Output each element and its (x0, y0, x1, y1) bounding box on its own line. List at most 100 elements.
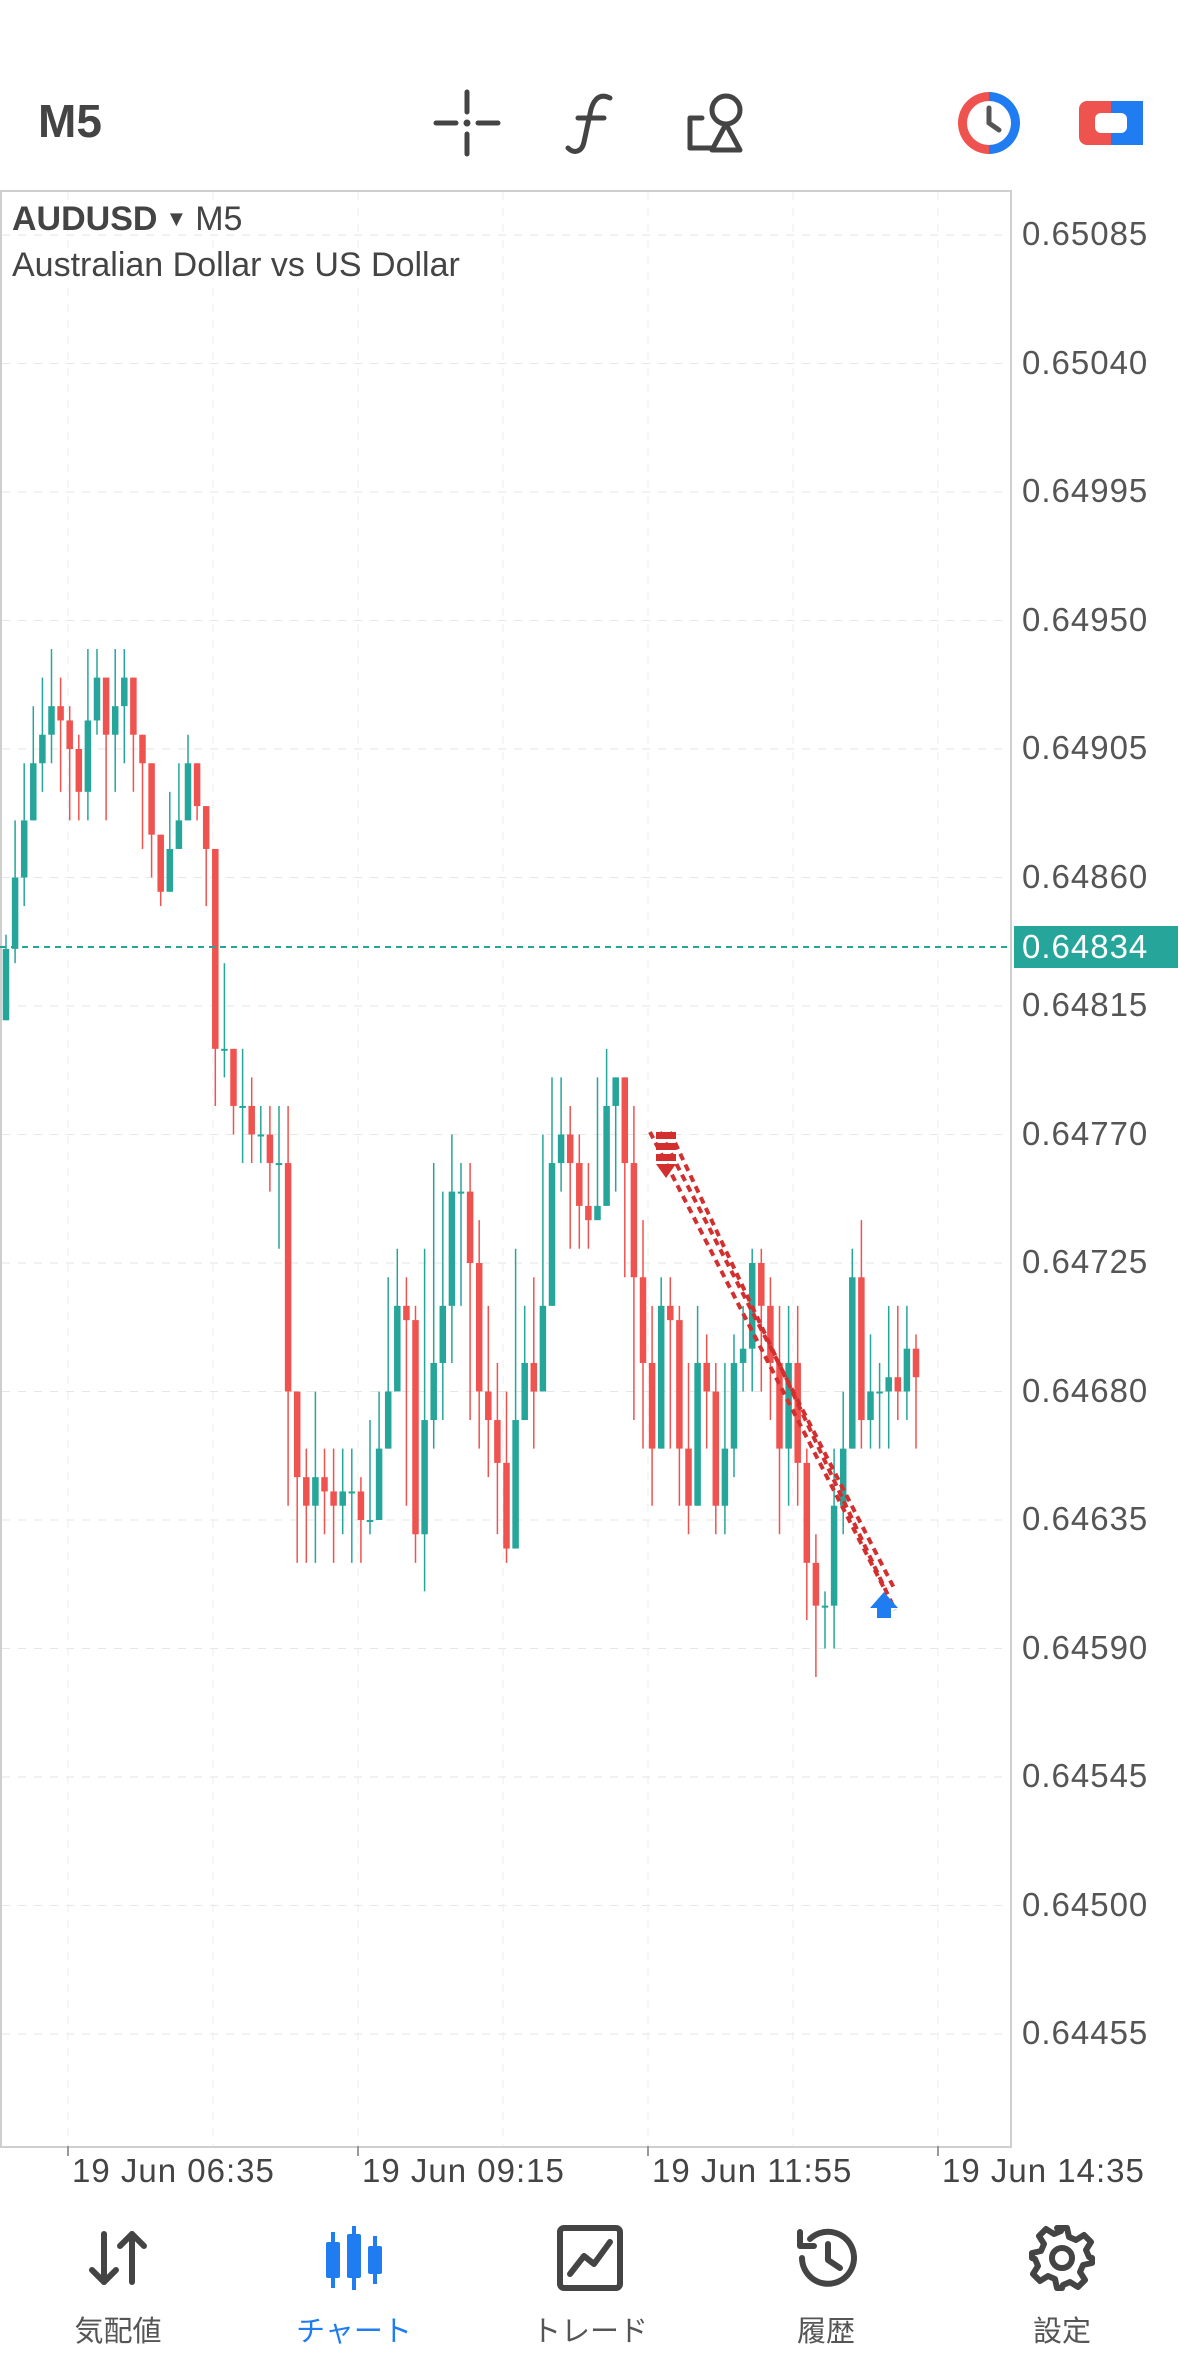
candle (111, 649, 119, 792)
candle (712, 1362, 720, 1535)
trade-icon[interactable] (1078, 88, 1144, 158)
time-label: 19 Jun 14:35 (942, 2152, 1145, 2189)
candle (721, 1362, 729, 1535)
candle (803, 1448, 811, 1620)
candle (266, 1105, 274, 1192)
candle (466, 1163, 474, 1421)
crosshair-icon[interactable] (432, 88, 502, 158)
candle (284, 1105, 292, 1506)
price-label: 0.64680 (1022, 1371, 1149, 1409)
candle (348, 1448, 356, 1563)
timeframe-button[interactable]: M5 (38, 95, 102, 147)
candle (812, 1534, 820, 1678)
candle (421, 1248, 428, 1592)
candle (485, 1305, 492, 1478)
nav-settings[interactable]: 設定 (962, 2200, 1162, 2378)
price-label: 0.64770 (1022, 1114, 1149, 1152)
candle (676, 1305, 683, 1506)
candle (685, 1362, 692, 1535)
candle (657, 1277, 665, 1449)
price-label: 0.64545 (1022, 1757, 1149, 1794)
price-label: 0.64950 (1022, 600, 1149, 638)
candle (694, 1305, 701, 1506)
price-label: 0.64590 (1022, 1628, 1149, 1666)
candle (612, 1077, 619, 1192)
candle (75, 734, 83, 821)
price-label: 0.64455 (1022, 2014, 1149, 2051)
candle (84, 649, 92, 821)
candle (257, 1105, 265, 1164)
nav-chart[interactable]: チャート (254, 2200, 454, 2378)
settings-gear-icon (1029, 2225, 1095, 2291)
candle (102, 677, 110, 821)
price-label: 0.65040 (1022, 343, 1149, 381)
candle (557, 1077, 565, 1192)
candle (57, 677, 64, 792)
candle (758, 1248, 765, 1392)
candle (175, 763, 183, 849)
nav-quotes[interactable]: 気配値 (18, 2200, 218, 2378)
candle (121, 649, 128, 764)
candle (566, 1105, 574, 1249)
chart-area[interactable] (0, 190, 1012, 2148)
candle (630, 1105, 638, 1421)
sell-arrow-icon (656, 1132, 676, 1178)
price-label: 0.64995 (1022, 472, 1149, 509)
candle (776, 1305, 783, 1535)
candle (11, 820, 19, 964)
candle (366, 1420, 374, 1535)
candle (184, 734, 192, 821)
candle (576, 1134, 583, 1249)
price-label: 0.64815 (1022, 986, 1149, 1023)
symbol-dropdown-icon[interactable]: ▼ (165, 206, 188, 231)
one-click-trading-icon[interactable] (954, 88, 1024, 158)
chart-candles-icon (326, 2226, 382, 2290)
candle (894, 1305, 902, 1421)
trade-chart-icon (557, 2225, 623, 2291)
candle (849, 1248, 856, 1449)
chart-symbol-header: AUDUSD ▼ M5 (12, 200, 242, 239)
candle (148, 763, 155, 878)
candle (248, 1077, 255, 1164)
function-icon[interactable] (558, 88, 628, 158)
candle (293, 1391, 301, 1563)
time-label: 19 Jun 11:55 (652, 2152, 853, 2189)
candle (548, 1077, 556, 1306)
symbol-description: Australian Dollar vs US Dollar (12, 246, 460, 284)
candle (303, 1448, 310, 1563)
candle (93, 649, 101, 735)
candles (2, 649, 920, 1678)
objects-icon[interactable] (684, 88, 754, 158)
candle (403, 1277, 410, 1506)
candle (821, 1591, 829, 1649)
candle (521, 1305, 528, 1421)
candle (512, 1248, 519, 1549)
candle (239, 1048, 246, 1164)
candle (876, 1362, 883, 1449)
nav-history[interactable]: 履歴 (726, 2200, 926, 2378)
candle (20, 763, 28, 907)
candlestick-chart (0, 192, 1012, 2156)
candle (439, 1191, 447, 1421)
candle (48, 649, 55, 764)
candle (2, 934, 10, 1021)
candle (539, 1134, 547, 1392)
candle (130, 677, 137, 792)
time-label: 19 Jun 06:35 (72, 2152, 275, 2189)
top-toolbar: M5 (0, 0, 1179, 190)
current-price-badge: 0.64834 (1014, 926, 1178, 968)
candle (867, 1334, 874, 1449)
price-label: 0.64500 (1022, 1885, 1149, 1923)
candle (357, 1477, 365, 1563)
candle (448, 1134, 456, 1363)
candle (858, 1220, 865, 1449)
candle (202, 806, 210, 907)
nav-trade[interactable]: トレード (490, 2200, 690, 2378)
candle (375, 1391, 383, 1520)
candle (475, 1220, 483, 1449)
candle (503, 1391, 510, 1563)
candle (394, 1248, 401, 1392)
quotes-arrows-icon (89, 2231, 147, 2285)
trade-history-line (648, 1131, 897, 1611)
candle (166, 791, 174, 892)
